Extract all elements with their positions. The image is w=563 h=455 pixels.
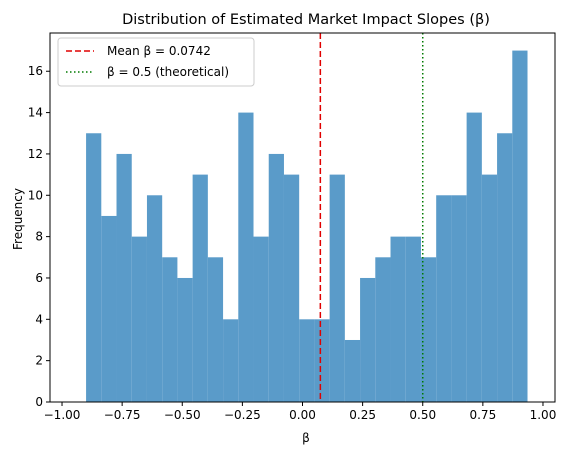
histogram-bar <box>420 257 437 402</box>
histogram-bar <box>390 236 406 402</box>
histogram-bar <box>253 236 269 402</box>
histogram-bar <box>146 195 163 402</box>
y-axis: 0 2 4 6 8 10 12 14 16 <box>28 64 50 409</box>
histogram-bar <box>192 174 208 402</box>
histogram-bar <box>86 133 102 402</box>
y-tick-label: 10 <box>28 188 43 202</box>
histogram-bar <box>329 174 345 402</box>
x-tick-label: −1.00 <box>44 408 81 422</box>
y-tick-label: 6 <box>35 271 43 285</box>
histogram-bar <box>497 133 513 402</box>
chart-title: Distribution of Estimated Market Impact … <box>122 12 490 28</box>
y-tick-label: 2 <box>35 354 43 368</box>
x-tick-label: 1.00 <box>530 408 557 422</box>
bars-layer <box>86 50 528 403</box>
histogram-bar <box>101 215 117 402</box>
x-tick-label: −0.50 <box>164 408 201 422</box>
histogram-bar <box>436 195 452 402</box>
x-tick-label: 0.00 <box>289 408 316 422</box>
y-tick-label: 4 <box>35 312 43 326</box>
histogram-bar <box>162 257 178 402</box>
reference-lines-layer <box>319 33 424 402</box>
histogram-bar <box>116 153 132 402</box>
x-tick-label: 0.25 <box>349 408 376 422</box>
x-tick-label: 0.75 <box>469 408 496 422</box>
y-tick-label: 0 <box>35 395 43 409</box>
histogram-bar <box>512 50 528 402</box>
histogram-bar <box>314 319 330 402</box>
legend-label: Mean β = 0.0742 <box>107 44 211 58</box>
x-tick-label: −0.75 <box>104 408 141 422</box>
x-tick-label: 0.50 <box>409 408 436 422</box>
histogram-bar <box>375 257 391 402</box>
legend-box <box>57 37 255 87</box>
histogram-bar <box>207 257 224 402</box>
histogram-bar <box>344 339 361 402</box>
y-tick-label: 12 <box>28 147 43 161</box>
histogram-bar <box>405 236 421 402</box>
histogram-bar <box>223 319 239 402</box>
histogram-bar <box>283 174 300 402</box>
x-axis-title: β <box>302 431 310 445</box>
histogram-bar <box>268 153 284 402</box>
histogram-bar <box>360 277 376 402</box>
y-tick-label: 16 <box>28 64 43 78</box>
x-tick-label: −0.25 <box>224 408 261 422</box>
x-axis: −1.00 −0.75 −0.50 −0.25 0.00 0.25 0.50 0.75 1.00 <box>44 402 557 422</box>
histogram-bar <box>481 174 498 402</box>
y-tick-label: 8 <box>35 230 43 244</box>
histogram-bar <box>451 195 467 402</box>
histogram-bar <box>238 112 254 403</box>
histogram-bar <box>466 112 482 403</box>
histogram-bar <box>131 236 147 402</box>
histogram-bar <box>177 277 193 402</box>
legend: Mean β = 0.0742 β = 0.5 (theoretical) <box>57 37 255 87</box>
legend-label: β = 0.5 (theoretical) <box>107 65 229 79</box>
y-tick-label: 14 <box>28 106 43 120</box>
y-axis-title: Frequency <box>11 188 25 250</box>
histogram-bar <box>299 319 315 402</box>
